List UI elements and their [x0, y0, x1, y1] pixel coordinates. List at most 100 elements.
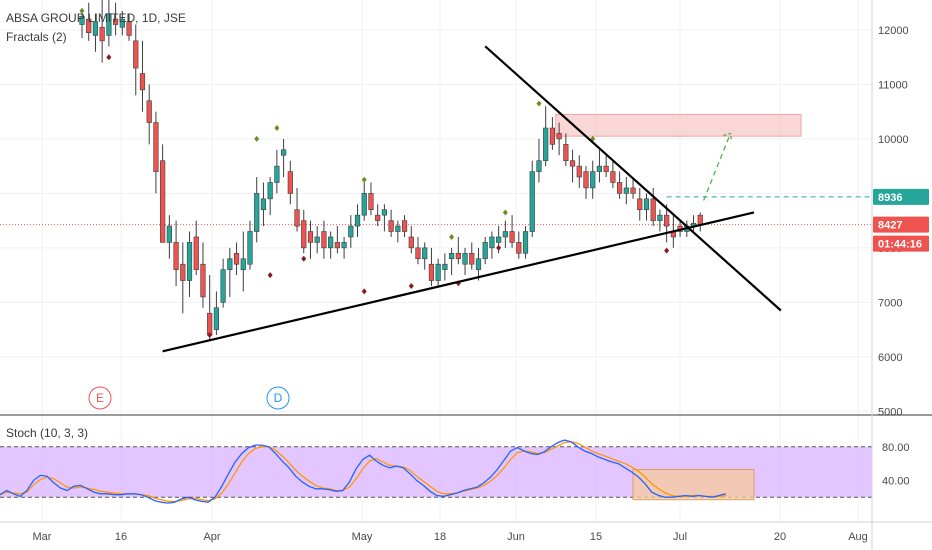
resistance-zone [555, 113, 802, 137]
candle-body [119, 18, 125, 28]
candle-body [583, 171, 589, 189]
candle-body [616, 182, 623, 194]
candle-body [422, 247, 428, 260]
candle-body [462, 253, 468, 265]
candle-body [146, 100, 152, 123]
price-tick-label: 7000 [878, 297, 902, 309]
candle-body [220, 269, 226, 303]
candle-body [213, 307, 220, 330]
price-tick-label: 12000 [878, 25, 909, 37]
price-tag [873, 235, 929, 252]
price-tag [873, 216, 929, 233]
candle-body [267, 182, 273, 200]
fractal-down-marker [106, 54, 112, 61]
candle-body [160, 160, 166, 243]
symbol-title: ABSA GROUP LIMITED, 1D, JSE [6, 11, 186, 25]
candle-body [113, 18, 119, 25]
grid [0, 0, 872, 522]
event-marker-label: D [274, 391, 283, 405]
candle-body [630, 187, 636, 194]
candle-body [590, 171, 596, 189]
candle-body [106, 13, 112, 36]
candle-body [395, 225, 401, 232]
fractal-up-marker [502, 209, 508, 216]
candle-body [529, 171, 535, 232]
trendline [162, 211, 755, 353]
candle-body [247, 231, 253, 265]
candle-body [650, 198, 656, 221]
stoch-tick-label: 40.00 [882, 475, 910, 487]
candle-body [569, 160, 576, 167]
candle-body [381, 209, 388, 216]
projection-arrow-line [703, 133, 732, 201]
candle-body [207, 312, 213, 336]
time-tick-label: 16 [115, 531, 127, 543]
candle-body [637, 198, 643, 211]
fractal-up-marker [79, 7, 85, 14]
candle-body [375, 214, 381, 221]
candle-body [489, 236, 495, 249]
candle-body [173, 242, 179, 270]
candle-body [260, 198, 267, 211]
candle-body [576, 165, 582, 178]
candle-body [368, 193, 374, 211]
fractal-up-marker [274, 125, 280, 132]
candle-body [321, 231, 327, 249]
stoch-d-line [0, 441, 726, 503]
time-tick-label: Aug [848, 531, 868, 543]
candle-body [86, 18, 92, 33]
labels: ABSA GROUP LIMITED, 1D, JSE Fractals (2)… [6, 11, 186, 440]
candle-body [536, 160, 542, 172]
candle-body [415, 247, 421, 260]
candle-body [543, 127, 549, 161]
time-tick-label: Jun [507, 531, 525, 543]
candle-body [314, 236, 320, 243]
candle-body [509, 231, 515, 243]
indicator-legend: Fractals (2) [6, 30, 67, 44]
stoch-legend: Stoch (10, 3, 3) [6, 426, 88, 440]
price-tag-label: 8936 [878, 192, 902, 204]
candle-body [99, 26, 105, 42]
candle-body [186, 242, 193, 281]
candle-body [408, 236, 414, 249]
fractal-up-marker [449, 233, 455, 240]
event-marker [266, 386, 290, 410]
time-tick-label: 15 [590, 531, 602, 543]
candle-body [79, 16, 85, 25]
stoch-pane [0, 439, 872, 504]
candle-body [348, 225, 354, 238]
candle-body [254, 193, 260, 232]
price-tick-label: 6000 [878, 352, 902, 364]
candle-body [482, 242, 488, 260]
candle-body [240, 258, 246, 270]
candle-body [643, 198, 650, 211]
fractal-down-marker [361, 288, 367, 295]
fractal-down-marker [301, 255, 307, 262]
fractal-down-marker [496, 244, 502, 251]
trendline [484, 45, 782, 312]
fractal-down-marker [664, 247, 670, 254]
projection-arrow-head [723, 132, 733, 141]
candle-body [522, 231, 529, 254]
candle-body [328, 236, 334, 249]
candle-body [549, 127, 555, 145]
price-tick-label: 11000 [878, 79, 908, 91]
candle-body [469, 253, 475, 265]
candle-body [697, 214, 703, 225]
price-tick-label: 10000 [878, 134, 909, 146]
candle-body [341, 242, 347, 249]
candle-body [334, 242, 340, 249]
stoch-tick-label: 80.00 [882, 442, 910, 454]
fractal-down-marker [408, 282, 414, 289]
candle-body [556, 133, 562, 140]
candle-body [301, 220, 307, 249]
candle-body [126, 21, 132, 36]
candle-body [388, 220, 394, 232]
candle-body [516, 242, 522, 254]
time-tick-label: Apr [203, 531, 220, 543]
candle-body [200, 263, 206, 298]
candle-body [139, 73, 146, 91]
candle-body [227, 258, 233, 270]
